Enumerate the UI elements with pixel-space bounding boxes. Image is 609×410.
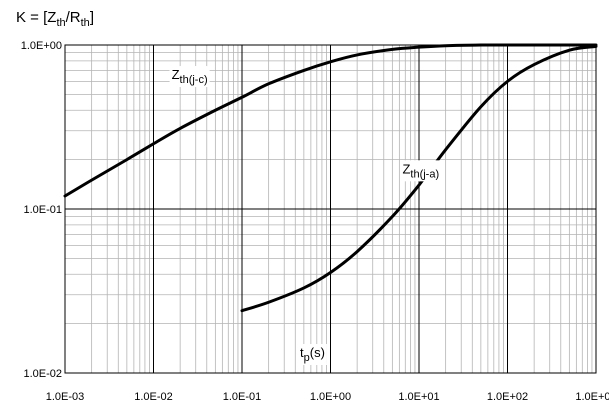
- series-label-main: Z: [172, 67, 180, 82]
- y-axis-label-sub1: th: [56, 17, 65, 29]
- plot-frame: [64, 44, 597, 374]
- series-label-sub: th(j-c): [180, 74, 208, 86]
- series-label-background: [400, 160, 442, 182]
- x-axis-label-main: t: [300, 345, 304, 360]
- series-label-main: Z: [402, 161, 410, 176]
- x-tick-label: 1.0E+00: [310, 391, 351, 403]
- tick-labels: 1.0E-03 1.0E-02 1.0E-01 1.0E+00 1.0E+01 1.0E+…: [21, 40, 609, 403]
- y-tick-label: 1.0E-01: [23, 204, 62, 216]
- series-label-2: Zth(j-a): [402, 161, 439, 180]
- x-axis-label-sub: p: [304, 352, 310, 364]
- y-axis-label: K = [Zth/Rth]: [16, 9, 94, 29]
- series-label-background: [169, 66, 210, 88]
- y-axis-label-end: ]: [90, 9, 94, 26]
- x-tick-label: 1.0E+02: [487, 391, 528, 403]
- series-line-2: [240, 44, 598, 313]
- y-tick-label: 1.0E-02: [23, 368, 62, 380]
- series-line-1: [63, 43, 598, 198]
- x-axis-label-end: (s): [310, 345, 325, 360]
- y-axis-label-main: K = [Z: [16, 9, 56, 26]
- y-axis-label-sub2: th: [81, 17, 90, 29]
- x-tick-label: 1.0E-02: [134, 391, 173, 403]
- x-tick-label: 1.0E+03: [575, 391, 609, 403]
- x-tick-label: 1.0E-03: [46, 391, 85, 403]
- x-tick-label: 1.0E-01: [223, 391, 262, 403]
- x-axis-label: tp(s): [300, 345, 325, 364]
- x-tick-label: 1.0E+01: [398, 391, 439, 403]
- y-axis-label-mid: /R: [66, 9, 81, 26]
- y-tick-label: 1.0E+00: [21, 40, 62, 52]
- series-label-sub: th(j-a): [410, 168, 439, 180]
- series-label-1: Zth(j-c): [172, 67, 208, 86]
- series-layer: Zth(j-c)Zth(j-a): [63, 43, 598, 313]
- x-axis-label-background: [298, 344, 327, 365]
